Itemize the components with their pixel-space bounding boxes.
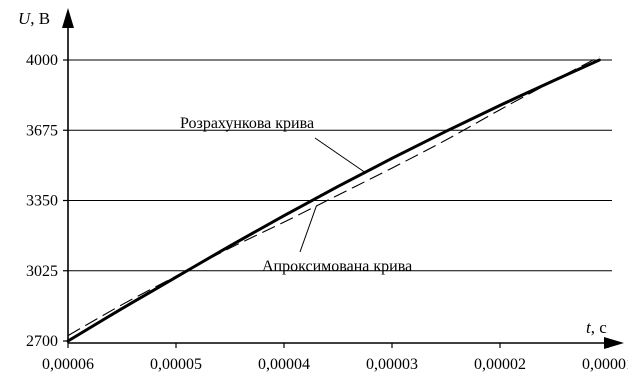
y-tick-label-4000: 4000 [26,52,58,69]
x-tick-label-5: 0,00001 [582,356,628,373]
series-layer [66,56,601,343]
y-tick-label-2700: 2700 [26,333,58,350]
y-axis-title: U, В [18,9,50,28]
y-axis-unit: , В [30,9,50,28]
x-tick-label-2: 0,00004 [258,356,310,373]
annotation-1: Розрахункова крива [180,115,314,132]
x-axis-title: t, с [586,318,607,337]
x-axis-arrow [604,337,624,349]
series-line-1 [66,58,601,343]
x-tick-label-1: 0,00005 [150,356,202,373]
leader-line-2 [299,205,317,253]
x-tick-label-0: 0,00006 [42,356,94,373]
y-tick-label-3025: 3025 [26,263,58,280]
x-tick-label-4: 0,00002 [474,356,526,373]
axes [62,8,624,349]
series-line-2 [67,56,600,337]
y-tick-label-3350: 3350 [26,193,58,210]
y-axis-arrow [62,8,74,28]
tick-labels: 2700 3025 3350 3675 4000 0,00006 0,00005 0,0000… [18,9,628,373]
x-axis-unit: , с [591,318,608,337]
x-tick-label-3: 0,00003 [366,356,418,373]
gridlines [68,59,612,272]
annotations: Розрахункова крива Апроксимована крива [180,115,412,275]
annotation-2: Апроксимована крива [262,258,412,275]
y-tick-label-3675: 3675 [26,122,58,139]
leader-line-1 [314,137,366,173]
